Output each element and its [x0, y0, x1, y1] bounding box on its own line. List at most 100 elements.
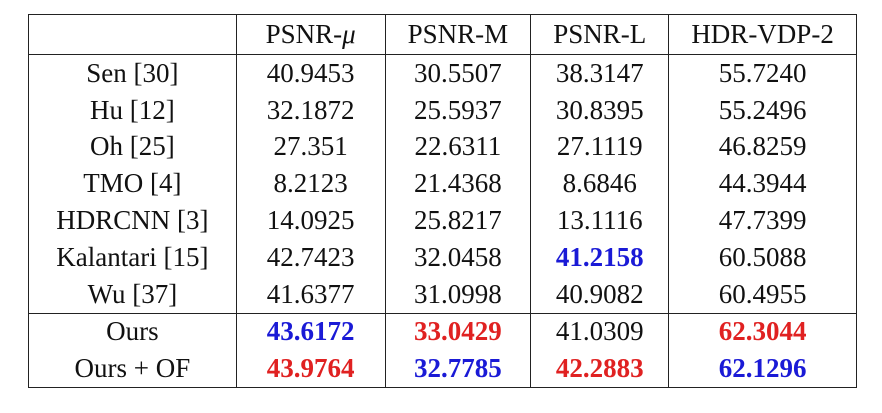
- psnr-mu-value: 32.1872: [266, 94, 355, 125]
- hdr-vdp-2-cell: 62.1296: [668, 350, 857, 389]
- method-cell: Kalantari [15]: [28, 238, 237, 276]
- psnr-l-value: 38.3147: [555, 57, 644, 88]
- hdr-vdp-2-value: 62.3044: [718, 316, 807, 347]
- table-row: HDRCNN [3] 14.0925 25.8217 13.1116 47.7399: [28, 202, 857, 239]
- psnr-l-value: 40.9082: [555, 278, 644, 309]
- hdr-vdp-2-cell: 55.2496: [668, 91, 857, 129]
- psnr-mu-value: 43.6172: [266, 316, 355, 347]
- psnr-m-cell: 25.8217: [384, 202, 531, 239]
- hdr-vdp-2-cell: 60.4955: [668, 275, 857, 314]
- psnr-m-cell: 30.5507: [384, 54, 531, 92]
- psnr-mu-cell: 43.9764: [236, 350, 386, 389]
- header-psnr-mu: PSNR-μ: [236, 14, 386, 55]
- psnr-l-value: 42.2883: [555, 353, 644, 384]
- psnr-l-cell: 41.0309: [530, 312, 669, 351]
- table-row: Ours 43.6172 33.0429 41.0309 62.3044: [28, 312, 857, 351]
- psnr-m-cell: 33.0429: [384, 312, 531, 351]
- hdr-vdp-2-value: 46.8259: [718, 131, 807, 162]
- method-cell: Ours: [28, 312, 237, 351]
- header-method: [28, 14, 237, 55]
- hdr-vdp-2-value: 62.1296: [718, 353, 807, 384]
- psnr-mu-value: 27.351: [273, 131, 348, 162]
- psnr-mu-value: 43.9764: [266, 353, 355, 384]
- psnr-m-value: 31.0998: [414, 278, 502, 309]
- table-row: Wu [37] 41.6377 31.0998 40.9082 60.4955: [28, 275, 857, 314]
- psnr-mu-cell: 8.2123: [236, 165, 385, 202]
- psnr-mu-value: 40.9453: [266, 57, 355, 88]
- psnr-mu-value: 14.0925: [266, 205, 355, 236]
- psnr-l-cell: 38.3147: [530, 54, 669, 92]
- psnr-l-cell: 42.2883: [530, 350, 669, 389]
- psnr-m-value: 21.4368: [414, 168, 502, 199]
- header-psnr-l: PSNR-L: [530, 14, 669, 55]
- psnr-mu-cell: 43.6172: [236, 312, 386, 351]
- method-cell: Sen [30]: [28, 54, 237, 92]
- header-psnr-mu-text: PSNR-: [265, 19, 343, 49]
- psnr-l-cell: 13.1116: [530, 202, 669, 239]
- table-row: Oh [25] 27.351 22.6311 27.1119 46.8259: [28, 128, 857, 166]
- psnr-m-cell: 31.0998: [384, 275, 531, 314]
- psnr-l-value: 13.1116: [556, 205, 643, 236]
- psnr-l-value: 41.0309: [555, 316, 644, 347]
- psnr-l-value: 8.6846: [562, 168, 637, 199]
- psnr-m-value: 32.0458: [414, 241, 502, 272]
- method-cell: Hu [12]: [28, 91, 237, 129]
- method-cell: Oh [25]: [28, 128, 237, 166]
- psnr-m-cell: 32.0458: [384, 238, 531, 276]
- hdr-vdp-2-cell: 46.8259: [668, 128, 857, 166]
- mu-symbol: μ: [342, 19, 356, 49]
- psnr-m-value: 32.7785: [414, 353, 502, 384]
- method-cell: Ours + OF: [28, 350, 237, 389]
- psnr-l-value: 27.1119: [556, 131, 643, 162]
- table-body: Sen [30] 40.9453 30.5507 38.3147 55.7240 Hu […: [28, 54, 857, 389]
- psnr-m-cell: 32.7785: [384, 350, 531, 389]
- hdr-vdp-2-value: 44.3944: [718, 168, 807, 199]
- table-row: Ours + OF 43.9764 32.7785 42.2883 62.1296: [28, 350, 857, 389]
- psnr-m-cell: 21.4368: [384, 165, 531, 203]
- psnr-mu-cell: 41.6377: [236, 276, 385, 313]
- psnr-l-value: 41.2158: [555, 241, 644, 272]
- psnr-mu-cell: 32.1872: [236, 92, 385, 129]
- header-hdr-vdp-2: HDR-VDP-2: [668, 14, 857, 55]
- psnr-mu-cell: 42.7423: [236, 239, 385, 276]
- hdr-vdp-2-cell: 60.5088: [668, 238, 857, 276]
- psnr-mu-cell: 40.9453: [236, 55, 385, 92]
- psnr-m-value: 25.8217: [414, 205, 502, 236]
- header-psnr-m: PSNR-M: [384, 14, 531, 55]
- psnr-l-cell: 27.1119: [530, 128, 669, 166]
- hdr-vdp-2-cell: 55.7240: [668, 54, 857, 92]
- results-table: PSNR-μ PSNR-M PSNR-L HDR-VDP-2 Sen [30] 4…: [28, 14, 857, 389]
- method-cell: Wu [37]: [28, 275, 237, 314]
- psnr-l-cell: 30.8395: [530, 91, 669, 129]
- table-row: Hu [12] 32.1872 25.5937 30.8395 55.2496: [28, 91, 857, 129]
- psnr-m-cell: 25.5937: [384, 91, 531, 129]
- psnr-mu-cell: 14.0925: [236, 202, 385, 239]
- hdr-vdp-2-value: 55.2496: [718, 94, 807, 125]
- psnr-l-cell: 40.9082: [530, 275, 669, 314]
- hdr-vdp-2-value: 60.5088: [718, 241, 807, 272]
- psnr-m-value: 25.5937: [414, 94, 502, 125]
- psnr-l-cell: 41.2158: [530, 238, 669, 276]
- hdr-vdp-2-cell: 44.3944: [668, 165, 857, 203]
- hdr-vdp-2-cell: 47.7399: [668, 202, 857, 239]
- method-cell: HDRCNN [3]: [28, 202, 237, 239]
- header-row: PSNR-μ PSNR-M PSNR-L HDR-VDP-2: [28, 14, 857, 55]
- table-row: Kalantari [15] 42.7423 32.0458 41.2158 60.50…: [28, 238, 857, 276]
- hdr-vdp-2-value: 60.4955: [718, 278, 807, 309]
- psnr-m-cell: 22.6311: [384, 128, 531, 166]
- psnr-l-value: 30.8395: [555, 94, 644, 125]
- table-row: TMO [4] 8.2123 21.4368 8.6846 44.3944: [28, 165, 857, 203]
- method-cell: TMO [4]: [28, 165, 237, 203]
- psnr-mu-cell: 27.351: [236, 129, 385, 166]
- psnr-m-value: 30.5507: [414, 57, 502, 88]
- hdr-vdp-2-value: 55.7240: [718, 57, 807, 88]
- table-row: Sen [30] 40.9453 30.5507 38.3147 55.7240: [28, 54, 857, 92]
- psnr-m-value: 22.6311: [414, 131, 502, 162]
- psnr-l-cell: 8.6846: [530, 165, 669, 203]
- psnr-mu-value: 41.6377: [266, 278, 355, 309]
- psnr-m-value: 33.0429: [414, 316, 502, 347]
- hdr-vdp-2-cell: 62.3044: [668, 312, 857, 351]
- psnr-mu-value: 8.2123: [273, 168, 348, 199]
- psnr-mu-value: 42.7423: [266, 241, 355, 272]
- hdr-vdp-2-value: 47.7399: [718, 205, 807, 236]
